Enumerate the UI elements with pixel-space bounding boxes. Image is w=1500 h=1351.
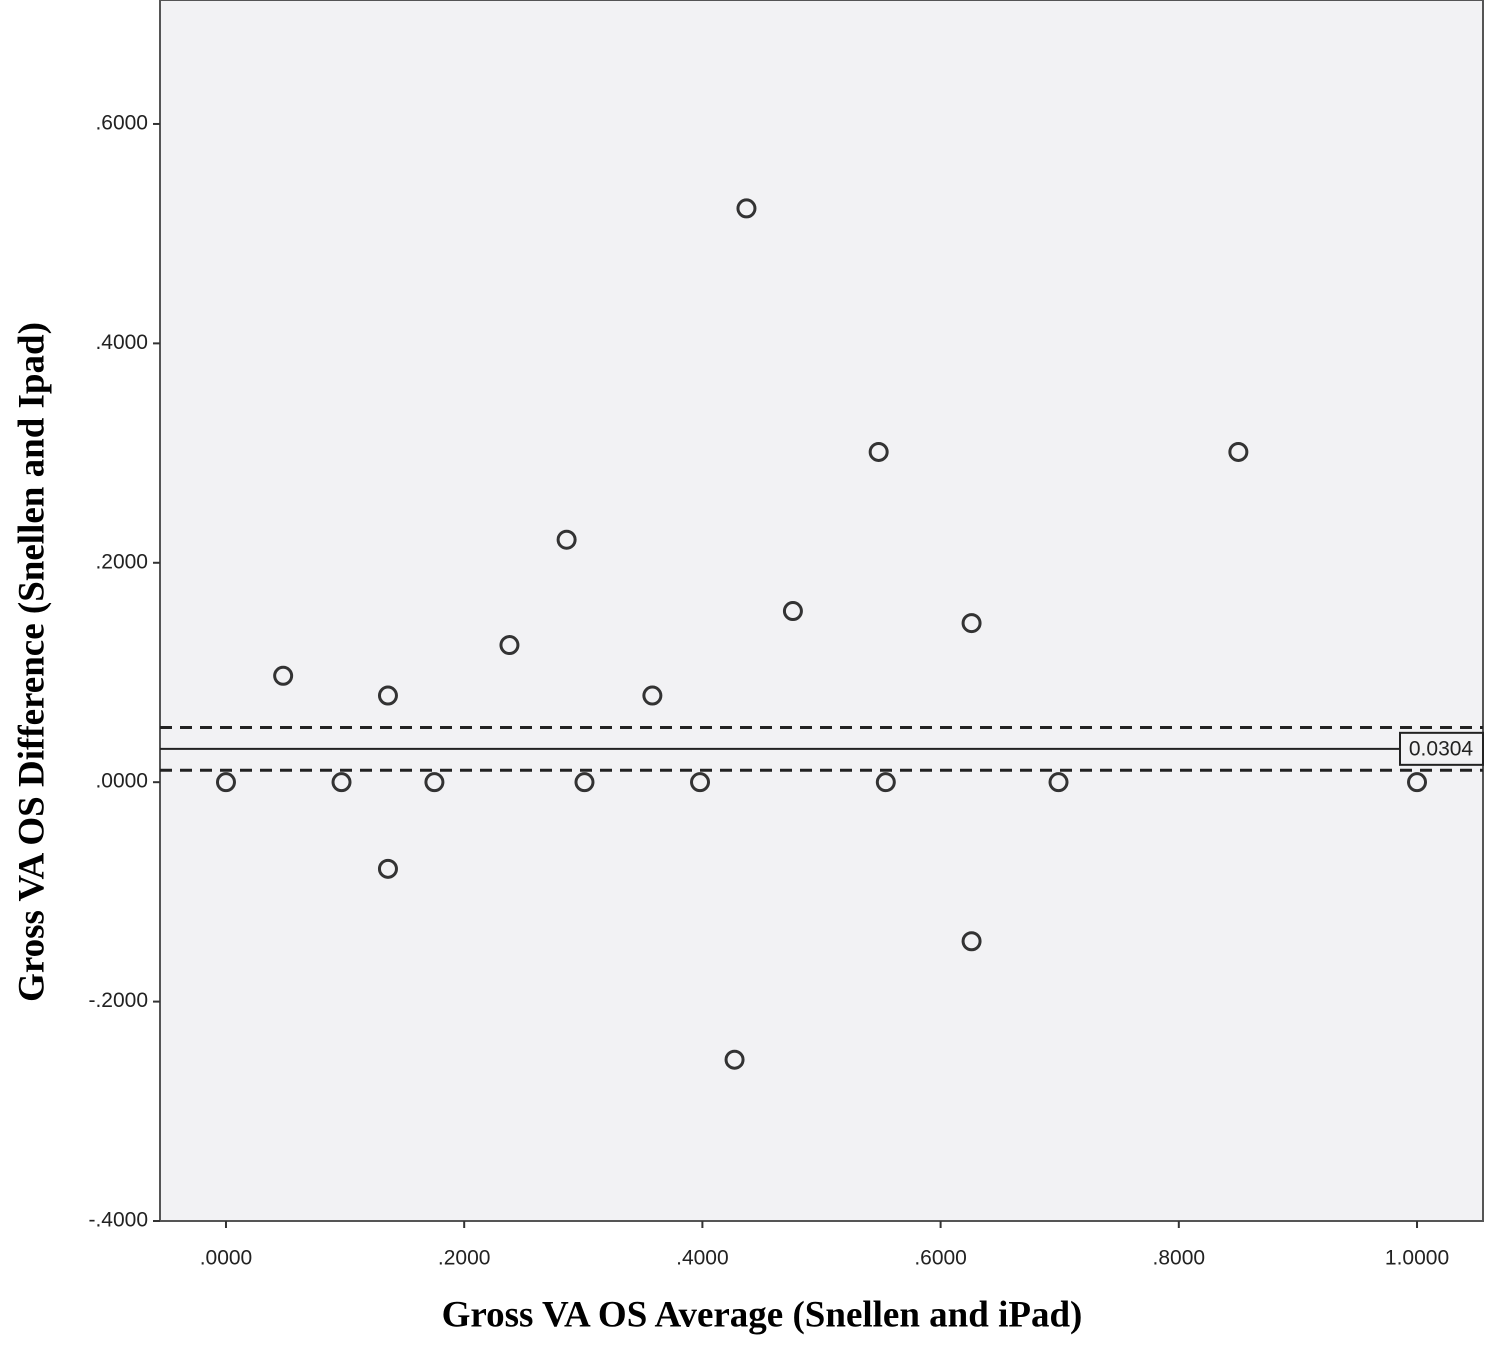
data-point bbox=[690, 772, 711, 793]
x-tick-label: .0000 bbox=[200, 1247, 253, 1270]
data-point bbox=[377, 858, 398, 879]
data-point bbox=[961, 931, 982, 952]
data-point bbox=[782, 601, 803, 622]
data-point bbox=[868, 441, 889, 462]
data-point bbox=[215, 772, 236, 793]
data-point bbox=[273, 665, 294, 686]
data-point bbox=[1407, 772, 1428, 793]
data-point bbox=[556, 529, 577, 550]
y-axis-title: Gross VA OS Difference (Snellen and Ipad… bbox=[11, 322, 52, 1002]
data-point bbox=[574, 772, 595, 793]
y-tick-label: -.2000 bbox=[88, 989, 148, 1012]
data-point bbox=[499, 635, 520, 656]
x-tick-label: .2000 bbox=[438, 1247, 491, 1270]
x-axis-title: Gross VA OS Average (Snellen and iPad) bbox=[442, 1294, 1083, 1335]
data-point bbox=[331, 772, 352, 793]
plot-area bbox=[159, 0, 1484, 1222]
y-tick-label: .6000 bbox=[95, 112, 148, 135]
mean-label: 0.0304 bbox=[1409, 737, 1474, 760]
data-point bbox=[1228, 441, 1249, 462]
x-tick-label: .4000 bbox=[676, 1247, 729, 1270]
mean-label-box bbox=[1399, 731, 1484, 766]
x-tick-label: 1.0000 bbox=[1385, 1247, 1449, 1270]
data-point bbox=[875, 772, 896, 793]
y-tick-label: .0000 bbox=[95, 770, 148, 793]
x-tick-label: .8000 bbox=[1153, 1247, 1206, 1270]
y-tick-label: -.4000 bbox=[88, 1209, 148, 1232]
data-point bbox=[377, 685, 398, 706]
data-point bbox=[724, 1049, 745, 1070]
data-point bbox=[736, 198, 757, 219]
y-tick-label: .2000 bbox=[95, 550, 148, 573]
data-point bbox=[1048, 772, 1069, 793]
y-tick-label: .4000 bbox=[95, 331, 148, 354]
x-tick-label: .6000 bbox=[914, 1247, 967, 1270]
data-point bbox=[961, 613, 982, 634]
data-point bbox=[424, 772, 445, 793]
data-point bbox=[642, 685, 663, 706]
